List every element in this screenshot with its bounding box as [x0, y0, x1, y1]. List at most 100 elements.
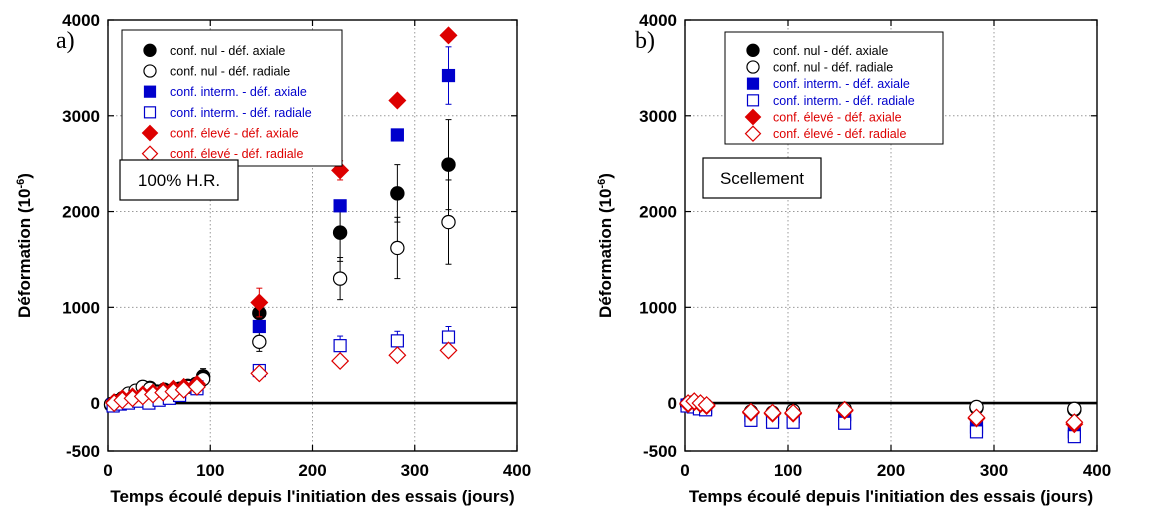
panel-b: 0 100 200 300 400-50001000200030004000Temps … — [596, 11, 1111, 506]
y-axis-label-main: Déformation (10 — [596, 189, 615, 318]
series-5 — [105, 341, 458, 413]
legend-marker — [143, 106, 157, 119]
series-5 — [679, 392, 1084, 432]
x-tick-label: 200 — [298, 461, 326, 480]
x-tick-label: 0 — [103, 461, 112, 480]
y-tick-label: -500 — [643, 442, 677, 461]
y-axis-label-main: Déformation (10 — [15, 189, 34, 318]
y-tick-label: 1000 — [639, 298, 677, 317]
data-point — [784, 403, 803, 422]
data-point — [390, 128, 404, 142]
legend-label: conf. élevé - déf. axiale — [170, 127, 299, 141]
y-tick-label: 3000 — [639, 107, 677, 126]
data-point — [967, 408, 986, 427]
panel-a: 0 100 200 300 400-50001000200030004000Temps … — [15, 11, 531, 506]
condition-box: Scellement — [702, 157, 822, 199]
data-point — [441, 157, 456, 172]
data-point — [252, 334, 267, 350]
condition-label: Scellement — [720, 169, 804, 188]
data-point — [969, 425, 984, 439]
y-axis-label: Déformation (10-6) — [15, 173, 34, 318]
panel-letter: a) — [56, 28, 75, 54]
data-point — [388, 91, 407, 110]
series-1 — [679, 394, 1082, 420]
data-point — [1065, 413, 1084, 432]
panel-letter: b) — [635, 28, 655, 54]
legend: conf. nul - déf. axiale conf. nul - déf. … — [121, 29, 343, 167]
legend-label: conf. nul - déf. axiale — [170, 44, 285, 58]
legend-marker — [746, 60, 760, 74]
x-tick-label: 400 — [1083, 461, 1111, 480]
legend-box — [724, 31, 944, 145]
x-axis-label: Temps écoulé depuis l'initiation des ess… — [110, 487, 514, 506]
legend-marker — [143, 85, 157, 98]
series-0 — [679, 395, 1082, 421]
legend-label: conf. interm. - déf. radiale — [773, 94, 915, 108]
y-tick-label: -500 — [66, 442, 100, 461]
series-3 — [106, 325, 456, 413]
condition-box: 100% H.R. — [119, 159, 239, 201]
x-tick-label: 100 — [196, 461, 224, 480]
series-1 — [103, 179, 456, 412]
data-point — [332, 271, 348, 286]
y-tick-label: 3000 — [62, 107, 100, 126]
y-axis-label-exponent: -6 — [15, 179, 27, 189]
legend-marker — [744, 108, 762, 126]
x-tick-label: 200 — [877, 461, 905, 480]
y-tick-label: 0 — [91, 394, 100, 413]
y-tick-label: 4000 — [62, 11, 100, 30]
y-axis-label-exponent: -6 — [596, 179, 608, 189]
legend-marker — [141, 124, 159, 142]
legend-marker — [143, 43, 157, 57]
condition-box-frame — [702, 157, 822, 199]
data-point — [331, 351, 350, 370]
legend-label: conf. nul - déf. radiale — [773, 61, 893, 75]
y-tick-label: 2000 — [639, 203, 677, 222]
y-tick-label: 1000 — [62, 298, 100, 317]
legend-label: conf. nul - déf. axiale — [773, 44, 888, 58]
legend-marker — [746, 77, 760, 90]
y-tick-label: 4000 — [639, 11, 677, 30]
data-point — [332, 225, 348, 240]
series-3 — [680, 399, 1081, 444]
legend-marker — [746, 94, 760, 107]
data-point — [441, 68, 456, 83]
legend-label: conf. élevé - déf. axiale — [773, 111, 902, 125]
data-point — [333, 339, 347, 353]
data-point — [439, 341, 458, 360]
legend-label: conf. interm. - déf. axiale — [170, 85, 307, 99]
y-tick-label: 0 — [668, 394, 677, 413]
data-point — [441, 214, 456, 230]
data-point — [390, 186, 405, 201]
data-point — [741, 402, 760, 421]
data-point — [697, 396, 716, 415]
y-axis-label-close: ) — [15, 173, 34, 179]
data-point — [250, 293, 269, 312]
series-2 — [680, 398, 1081, 439]
legend-marker — [143, 64, 157, 78]
legend-marker — [744, 125, 762, 142]
x-tick-label: 100 — [774, 461, 802, 480]
data-point — [250, 364, 269, 383]
legend: conf. nul - déf. axiale conf. nul - déf. … — [724, 31, 944, 145]
legend-label: conf. interm. - déf. radiale — [170, 106, 312, 120]
legend-label: conf. nul - déf. radiale — [170, 65, 290, 79]
data-point — [835, 400, 854, 419]
y-axis-label-close: ) — [596, 173, 615, 179]
x-axis-label: Temps écoulé depuis l'initiation des ess… — [689, 487, 1093, 506]
x-tick-label: 300 — [980, 461, 1008, 480]
condition-box-frame — [119, 159, 239, 201]
data-point — [388, 346, 407, 365]
legend-label: conf. élevé - déf. radiale — [170, 147, 303, 161]
data-point — [439, 26, 458, 45]
condition-label: 100% H.R. — [138, 171, 220, 190]
legend-label: conf. élevé - déf. radiale — [773, 127, 906, 141]
series-4 — [679, 393, 1084, 434]
legend-label: conf. interm. - déf. axiale — [773, 77, 910, 91]
legend-marker — [746, 43, 760, 57]
data-point — [390, 334, 404, 348]
data-point — [390, 240, 405, 256]
data-point — [252, 319, 266, 334]
data-point — [187, 377, 206, 396]
